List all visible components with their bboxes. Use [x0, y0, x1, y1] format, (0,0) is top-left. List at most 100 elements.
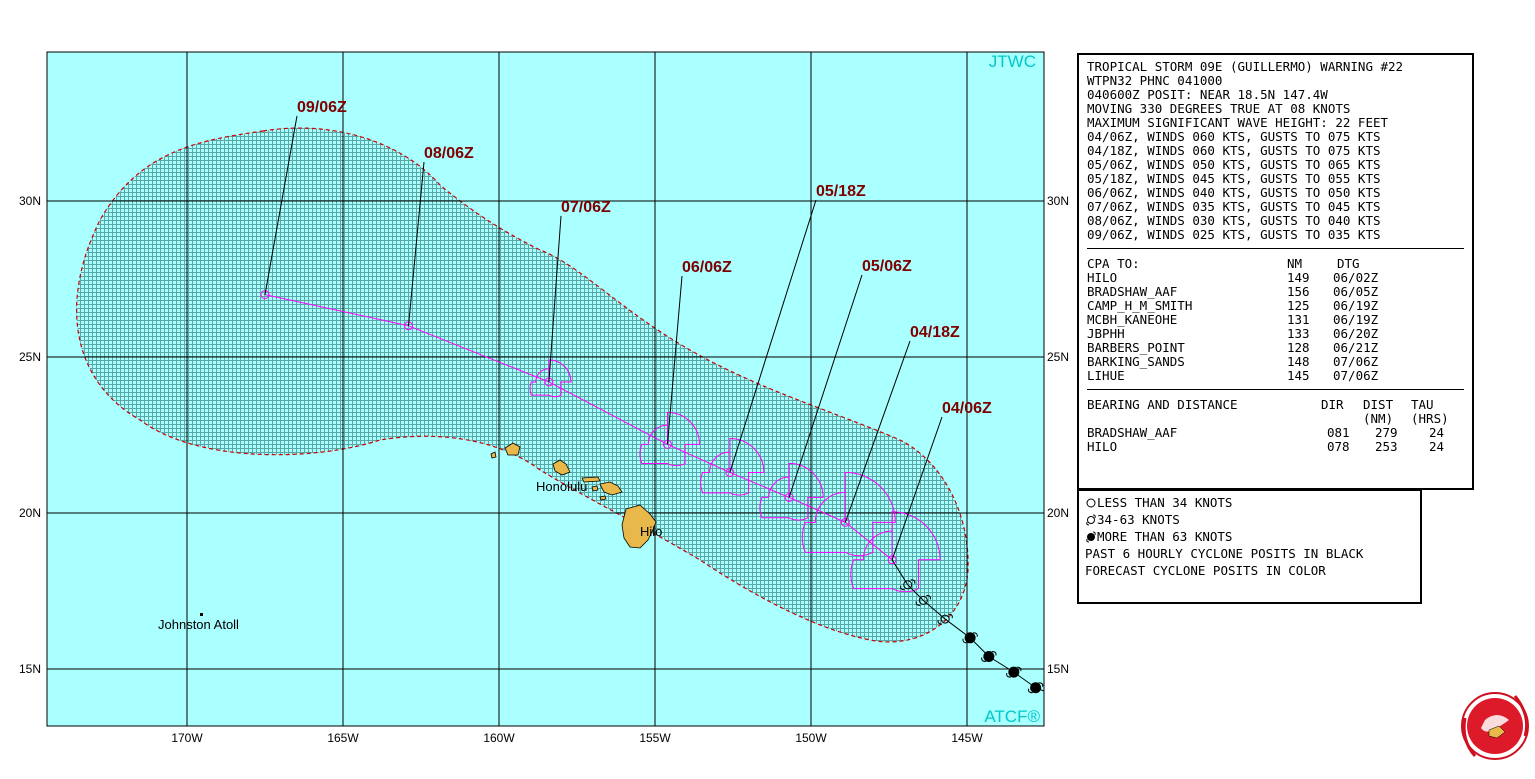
lon-tick-label: 145W — [951, 731, 983, 745]
lat-tick-label-right: 15N — [1047, 662, 1069, 676]
legend-item-less-34: LESS THAN 34 KNOTS — [1085, 494, 1414, 511]
wind-radius-outline — [529, 359, 572, 398]
forecast-time-label: 08/06Z — [424, 145, 474, 162]
lat-tick-label-right: 20N — [1047, 506, 1069, 520]
island-kahoolawe — [599, 495, 607, 501]
wind-radius-outline — [639, 411, 700, 467]
bd-tau: 24 — [1429, 439, 1445, 454]
lat-tick-label-right: 30N — [1047, 194, 1069, 208]
bearing-distance-table: BRADSHAW_AAF 081 279 24 HILO 078 253 24 — [1087, 426, 1464, 454]
bd-subheader-row: (NM) (HRS) — [1087, 412, 1464, 426]
cpa-nm: 156 — [1287, 284, 1310, 299]
cpa-site: BRADSHAW_AAF — [1087, 284, 1178, 299]
legend-label: LESS THAN 34 KNOTS — [1097, 494, 1233, 510]
warning-line: 06/06Z, WINDS 040 KTS, GUSTS TO 050 KTS — [1087, 185, 1381, 200]
cpa-row: CAMP_H_M_SMITH 125 06/19Z — [1087, 299, 1464, 313]
lat-tick-label-left: 25N — [19, 350, 41, 364]
legend-item-more-63: MORE THAN 63 KNOTS — [1085, 528, 1414, 545]
bd-row: BRADSHAW_AAF 081 279 24 — [1087, 426, 1464, 440]
forecast-time-label: 07/06Z — [561, 199, 611, 216]
place-label: Hilo — [640, 524, 662, 539]
forecast-position-marker — [260, 290, 270, 300]
warning-panel: TROPICAL STORM 09E (GUILLERMO) WARNING #… — [1077, 53, 1474, 490]
past-position-marker — [964, 632, 976, 644]
wind-radius-outline — [759, 462, 824, 521]
forecast-track-line — [264, 294, 893, 561]
place-labels: Honolulu Hilo Johnston Atoll — [158, 479, 662, 632]
legend-label: MORE THAN 63 KNOTS — [1097, 528, 1233, 544]
divider — [1087, 389, 1464, 390]
cpa-nm: 128 — [1287, 340, 1310, 355]
cpa-site: JBPHH — [1087, 326, 1125, 341]
credit-atcf: ATCF® — [984, 707, 1040, 726]
warning-line: TROPICAL STORM 09E (GUILLERMO) WARNING #… — [1087, 59, 1404, 74]
warning-line: 040600Z POSIT: NEAR 18.5N 147.4W — [1087, 87, 1328, 102]
cpa-site: MCBH_KANEOHE — [1087, 312, 1178, 327]
forecast-position-marker — [840, 517, 850, 527]
cpa-dtg: 07/06Z — [1333, 354, 1379, 369]
axis-labels: 170W 165W 160W 155W 150W 145W 30N 30N 25N 25N 20N 2… — [19, 194, 1069, 745]
cpa-row: BARBERS_POINT 128 06/21Z — [1087, 341, 1464, 355]
past-position-marker — [983, 651, 995, 663]
cpa-site: LIHUE — [1087, 368, 1125, 383]
past-position-marker — [1008, 666, 1020, 678]
bd-col-tau: TAU — [1411, 397, 1434, 412]
bd-header-row: BEARING AND DISTANCE DIR DIST TAU — [1087, 398, 1464, 412]
cpa-site: BARKING_SANDS — [1087, 354, 1185, 369]
island-lanai — [591, 485, 599, 492]
bd-dist: 253 — [1375, 439, 1398, 454]
cpa-row: BARKING_SANDS 148 07/06Z — [1087, 355, 1464, 369]
pacific-hurricane-center-logo — [1461, 692, 1529, 760]
island-oahu — [552, 459, 571, 476]
divider — [1087, 248, 1464, 249]
bd-site: HILO — [1087, 439, 1118, 454]
warning-line: 09/06Z, WINDS 025 KTS, GUSTS TO 035 KTS — [1087, 227, 1381, 242]
warning-line: 05/18Z, WINDS 045 KTS, GUSTS TO 055 KTS — [1087, 171, 1381, 186]
legend-label: PAST 6 HOURLY CYCLONE POSITS IN BLACK — [1085, 545, 1364, 561]
forecast-leader-line — [729, 199, 817, 473]
forecast-leader-line — [788, 274, 863, 498]
storm-track — [260, 290, 1044, 694]
forecast-position-marker — [887, 555, 897, 565]
legend-item-forecast: FORECAST CYCLONE POSITS IN COLOR — [1085, 562, 1414, 579]
past-position-marker — [918, 595, 928, 605]
bd-row: HILO 078 253 24 — [1087, 440, 1464, 454]
storm-symbol-arm — [1006, 666, 1022, 678]
past-position-marker — [940, 614, 950, 624]
bd-tau: 24 — [1429, 425, 1445, 440]
warning-line: WTPN32 PHNC 041000 — [1087, 73, 1223, 88]
cpa-dtg: 06/19Z — [1333, 312, 1379, 327]
bd-title: BEARING AND DISTANCE — [1087, 397, 1238, 412]
cpa-nm: 131 — [1287, 312, 1310, 327]
storm-symbol-arm — [981, 651, 997, 663]
cpa-nm: 148 — [1287, 354, 1310, 369]
warning-line: MOVING 330 DEGREES TRUE AT 08 KNOTS — [1087, 101, 1351, 116]
johnston-atoll-marker — [200, 613, 203, 616]
bd-dir: 081 — [1327, 425, 1350, 440]
hawaiian-islands — [200, 442, 657, 616]
cpa-site: CAMP_H_M_SMITH — [1087, 298, 1193, 313]
open-circle-icon — [1086, 498, 1096, 507]
cpa-nm: 133 — [1287, 326, 1310, 341]
bd-sub-dist: (NM) — [1363, 411, 1394, 426]
lat-tick-label-right: 25N — [1047, 350, 1069, 364]
cpa-dtg: 07/06Z — [1333, 368, 1379, 383]
past-position-marker — [1030, 682, 1042, 694]
place-label: Honolulu — [536, 479, 587, 494]
forecast-time-label: 04/18Z — [910, 324, 960, 341]
island-kauai — [504, 442, 521, 456]
place-label: Johnston Atoll — [158, 617, 239, 632]
storm-symbol-arm — [900, 579, 916, 591]
legend-label: 34-63 KNOTS — [1097, 511, 1180, 527]
cpa-table: HILO 149 06/02Z BRADSHAW_AAF 156 06/05Z CAMP_H… — [1087, 271, 1464, 383]
forecast-leader-line — [666, 275, 683, 445]
cpa-title: CPA TO: — [1087, 256, 1140, 271]
lon-tick-label: 150W — [795, 731, 827, 745]
lat-tick-label-left: 20N — [19, 506, 41, 520]
forecast-leader-line — [891, 416, 943, 560]
cpa-col-nm: NM — [1287, 256, 1303, 271]
wind-radius-outline — [801, 471, 896, 557]
past-position-marker — [903, 580, 913, 590]
cpa-nm: 149 — [1287, 270, 1310, 285]
cpa-nm: 145 — [1287, 368, 1310, 383]
